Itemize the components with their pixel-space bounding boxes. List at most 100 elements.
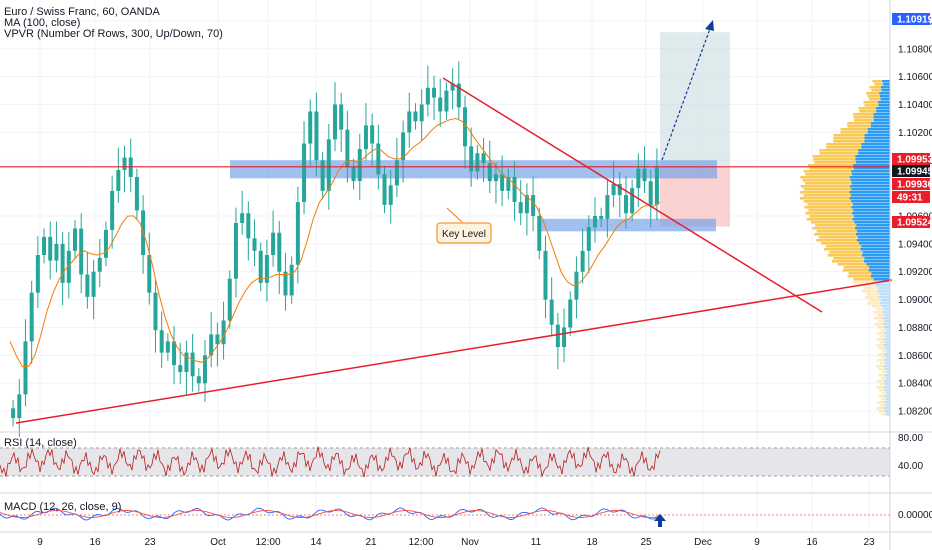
candle (593, 197, 597, 243)
candle (314, 92, 319, 176)
candle (215, 322, 220, 367)
candle (475, 144, 480, 180)
candle (648, 169, 653, 228)
time-tick-label: 14 (310, 537, 322, 548)
candle (153, 280, 158, 353)
volume-row (877, 314, 890, 317)
volume-row (864, 104, 890, 107)
volume-row (874, 323, 890, 326)
price-candles (11, 61, 659, 437)
volume-row (847, 122, 890, 125)
candle (481, 137, 486, 182)
candle (611, 161, 616, 207)
candle (233, 207, 238, 298)
volume-row (843, 266, 890, 269)
volume-row (878, 347, 890, 350)
volume-row (880, 398, 890, 401)
volume-row (877, 395, 890, 398)
volume-row (871, 89, 890, 92)
volume-row (876, 380, 890, 383)
volume-row (808, 209, 890, 212)
price-tag: 1.09936 (892, 178, 932, 191)
price-tick-label: 1.08400 (898, 379, 932, 390)
volume-row (815, 224, 890, 227)
candle (320, 151, 325, 200)
time-axis[interactable]: 9 16 23 Oct 12:00 14 21 12:00 Nov 11 18 25 Dec 9 16 23 (37, 537, 875, 548)
volume-row (863, 287, 890, 290)
volume-row (877, 332, 890, 335)
support-zone-lower[interactable] (538, 218, 716, 232)
price-tag: 1.10919 (892, 13, 932, 26)
candle (172, 326, 177, 384)
price-tick-label: 1.10800 (898, 44, 932, 55)
candle (599, 207, 604, 228)
candle (562, 308, 567, 363)
candle (54, 221, 59, 273)
candle (333, 82, 337, 152)
volume-row (873, 311, 890, 314)
volume-row (842, 269, 890, 272)
volume-row (814, 161, 890, 164)
candle (295, 186, 300, 284)
time-tick-label: 21 (365, 537, 377, 548)
volume-row (799, 191, 890, 194)
volume-row (878, 368, 890, 371)
svg-text:1.09945: 1.09945 (897, 167, 932, 178)
macd-tick-label: 0.00000 (898, 510, 932, 521)
time-tick-label: 18 (586, 537, 598, 548)
descending-trendline[interactable] (442, 77, 823, 313)
candle (283, 252, 288, 311)
volume-row (861, 290, 890, 293)
projection-arrow[interactable] (661, 20, 714, 161)
candle (388, 170, 393, 224)
candle (209, 312, 214, 368)
macd-axis: 0.00000 (898, 510, 932, 521)
volume-row (863, 101, 890, 104)
price-tick-label: 1.09000 (898, 295, 932, 306)
volume-row (869, 98, 890, 101)
candle (116, 147, 121, 203)
volume-row (867, 293, 890, 296)
candle (376, 124, 381, 190)
volume-row (867, 302, 890, 305)
ascending-trendline[interactable] (15, 279, 893, 424)
volume-row (840, 131, 890, 134)
target-zone[interactable] (660, 32, 730, 167)
volume-row (881, 413, 890, 416)
svg-text:1.09953: 1.09953 (897, 155, 932, 166)
volume-row (805, 173, 890, 176)
volume-row (840, 128, 890, 131)
time-tick-label: 11 (531, 537, 542, 548)
price-tick-label: 1.08800 (898, 323, 932, 334)
volume-row (881, 392, 890, 395)
time-tick-label: 25 (640, 537, 652, 548)
volume-row (799, 197, 890, 200)
price-tick-label: 1.09400 (898, 239, 932, 250)
candle (42, 228, 47, 264)
volume-row (871, 305, 890, 308)
volume-row (853, 278, 890, 281)
macd-legend: MACD (12, 26, close, 9) (4, 501, 121, 513)
candle (178, 342, 183, 384)
candle (227, 270, 232, 329)
candle (302, 121, 307, 214)
price-tick-label: 1.10400 (898, 100, 932, 111)
volume-row (800, 176, 890, 179)
volume-row (833, 137, 890, 140)
time-tick-label: 9 (37, 537, 43, 548)
volume-row (809, 167, 890, 170)
candle (394, 137, 399, 198)
volume-row (806, 218, 890, 221)
signal-line (0, 510, 661, 518)
candle (382, 165, 387, 214)
candle (524, 183, 529, 236)
candle (469, 127, 474, 187)
candle (289, 256, 294, 304)
candle (549, 277, 554, 337)
volume-row (877, 326, 890, 329)
candle (141, 195, 146, 274)
volume-row (829, 251, 890, 254)
candle (438, 78, 443, 127)
up-arrow-icon (654, 514, 666, 527)
